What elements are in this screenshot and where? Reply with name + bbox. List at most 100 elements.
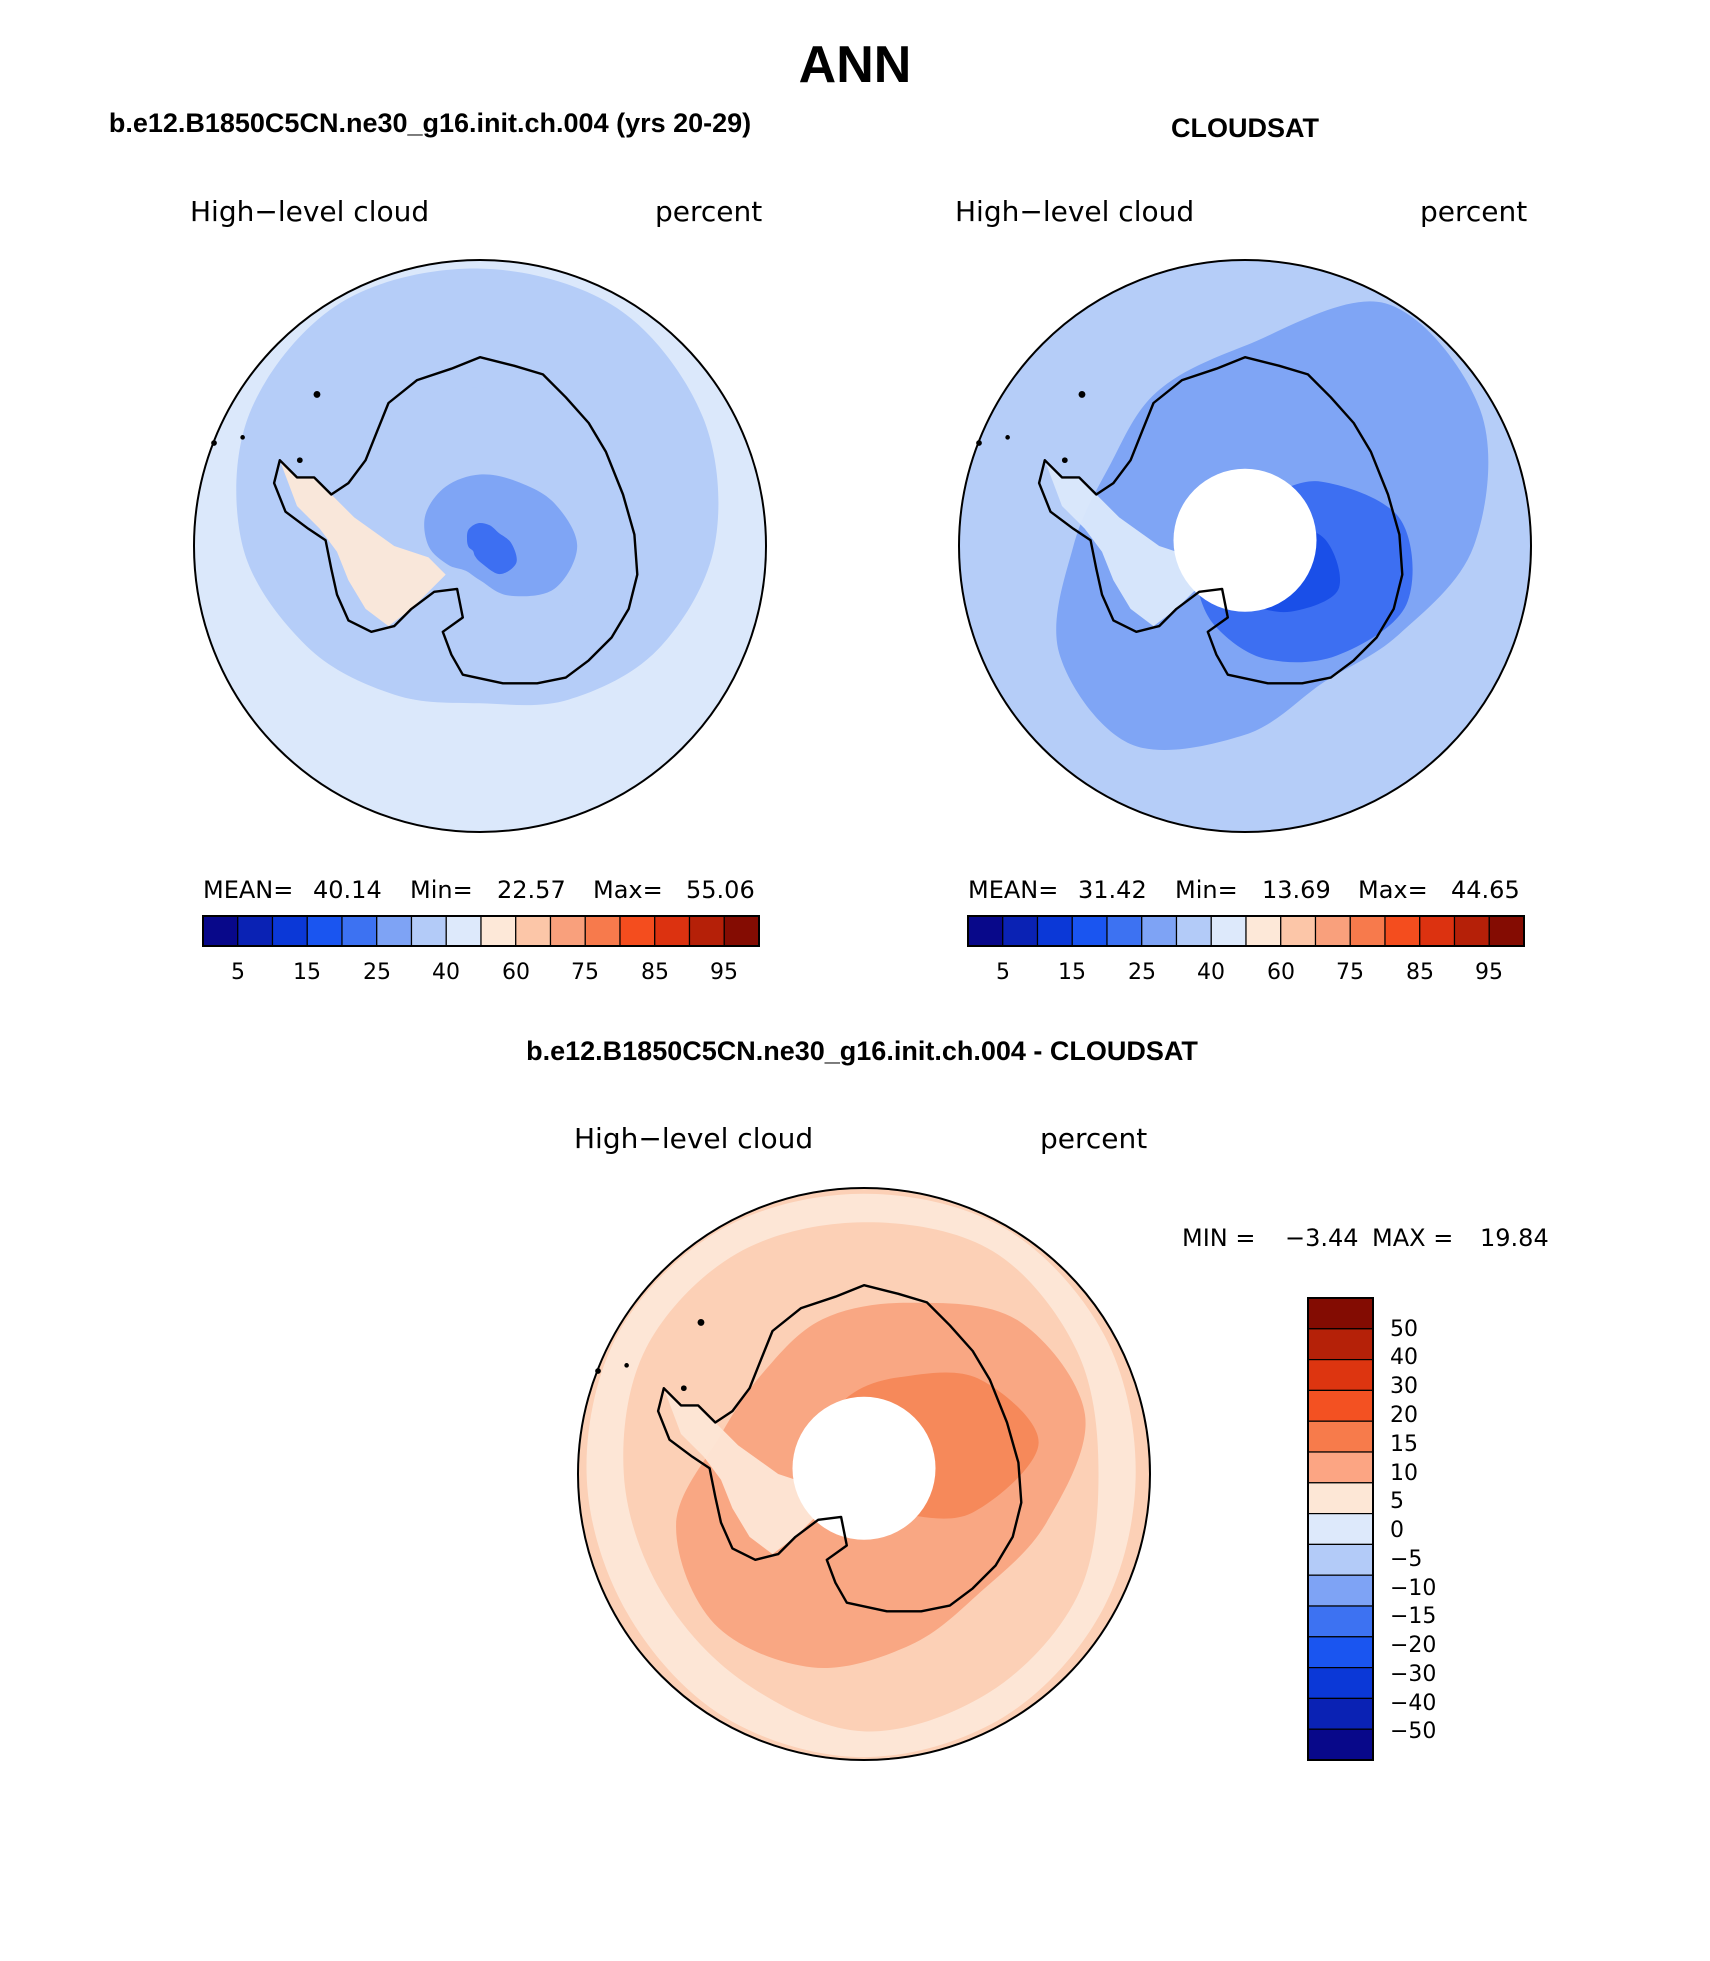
- colorbar-box: [1307, 1297, 1374, 1330]
- colorbar-box: [1002, 915, 1039, 947]
- page-title: ANN: [799, 36, 912, 94]
- panel-diff-variable-label: High−level cloud: [574, 1122, 813, 1155]
- panel-diff: b.e12.B1850C5CN.ne30_g16.init.ch.004 - C…: [526, 1036, 1549, 1761]
- map-fields: [959, 260, 1531, 832]
- cbar-tick-label: 40: [1197, 960, 1225, 985]
- colorbar-box: [1307, 1574, 1374, 1607]
- colorbar-frame: [967, 915, 1525, 947]
- min-value: 13.69: [1262, 876, 1331, 904]
- cbar-tick-label: 30: [1390, 1374, 1418, 1399]
- colorbar-box: [1488, 915, 1525, 947]
- cbar-tick-label: 95: [1475, 960, 1503, 985]
- map-fields: [578, 1188, 1150, 1760]
- colorbar-box: [1314, 915, 1351, 947]
- colorbar-box: [1307, 1420, 1374, 1453]
- colorbar-box: [1307, 1451, 1374, 1484]
- cbar-tick-label: −50: [1390, 1719, 1436, 1744]
- map-border: [193, 259, 767, 833]
- island-outline: [240, 435, 245, 440]
- cbar-tick-label: 15: [1390, 1432, 1418, 1457]
- colorbar-frame: [1307, 1297, 1374, 1761]
- mean-label: MEAN=: [968, 876, 1058, 904]
- cbar-tick-label: 25: [363, 960, 391, 985]
- contour-region: [466, 522, 517, 575]
- colorbar-box: [1106, 915, 1143, 947]
- panel-model-units-label: percent: [655, 195, 762, 228]
- panel-obs-colorbar-ticks: 5 15 25 40 60 75 85 95: [996, 960, 1503, 985]
- panel-diff-colorbar-ticks: 50 40 30 20 15 10 5 0 −5 −10 −15 −20 −30…: [1390, 1317, 1436, 1744]
- colorbar-box: [1141, 915, 1178, 947]
- colorbar-box: [1245, 915, 1282, 947]
- colorbar-box: [1307, 1728, 1374, 1761]
- mean-value: 31.42: [1078, 876, 1147, 904]
- peninsula-region: [1044, 460, 1211, 627]
- colorbar-box: [1307, 1605, 1374, 1638]
- colorbar-box: [967, 915, 1004, 947]
- cbar-tick-label: 85: [641, 960, 669, 985]
- cbar-tick-label: −40: [1390, 1691, 1436, 1716]
- map-fields: [194, 260, 766, 832]
- colorbar-box: [1210, 915, 1247, 947]
- cbar-tick-label: 50: [1390, 1317, 1418, 1342]
- colorbar-box: [1071, 915, 1108, 947]
- colorbar-box: [619, 915, 656, 947]
- colorbar-box: [271, 915, 308, 947]
- panel-model: b.e12.B1850C5CN.ne30_g16.init.ch.004 (yr…: [109, 108, 767, 985]
- max-label: MAX =: [1372, 1224, 1453, 1252]
- cbar-tick-label: 95: [710, 960, 738, 985]
- cbar-tick-label: 25: [1128, 960, 1156, 985]
- colorbar-box: [1384, 915, 1421, 947]
- island-outline: [313, 390, 321, 398]
- island-outline: [624, 1363, 629, 1368]
- colorbar-box: [1307, 1666, 1374, 1699]
- island-outline: [296, 457, 303, 464]
- cbar-tick-label: 75: [571, 960, 599, 985]
- antarctica-coastline: [1037, 356, 1404, 685]
- map-border: [577, 1187, 1151, 1761]
- cbar-tick-label: −30: [1390, 1662, 1436, 1687]
- colorbar-box: [1419, 915, 1456, 947]
- cbar-tick-label: 5: [996, 960, 1010, 985]
- panel-model-stats: MEAN= 40.14 Min= 22.57 Max= 55.06: [203, 876, 755, 904]
- panel-obs-variable-label: High−level cloud: [955, 195, 1194, 228]
- min-label: MIN =: [1182, 1224, 1255, 1252]
- panel-model-map: [193, 259, 767, 833]
- colorbar-box: [584, 915, 621, 947]
- cbar-tick-label: 5: [231, 960, 245, 985]
- colorbar-box: [1307, 1636, 1374, 1669]
- cbar-tick-label: 0: [1390, 1518, 1404, 1543]
- colorbar-box: [480, 915, 517, 947]
- colorbar-box: [445, 915, 482, 947]
- panel-diff-units-label: percent: [1040, 1122, 1147, 1155]
- missing-data-hole: [792, 1396, 936, 1540]
- peninsula-region: [279, 460, 446, 627]
- max-value: 19.84: [1480, 1224, 1549, 1252]
- cbar-tick-label: 40: [1390, 1345, 1418, 1370]
- colorbar-box: [237, 915, 274, 947]
- colorbar-box: [306, 915, 343, 947]
- panel-model-case-title: b.e12.B1850C5CN.ne30_g16.init.ch.004 (yr…: [109, 108, 751, 138]
- colorbar-box: [654, 915, 691, 947]
- peninsula-region: [663, 1388, 830, 1555]
- panel-diff-stats: MIN = −3.44 MAX = 19.84: [1182, 1224, 1549, 1252]
- max-label: Max=: [593, 876, 663, 904]
- cbar-tick-label: −15: [1390, 1604, 1436, 1629]
- mean-value: 40.14: [313, 876, 382, 904]
- colorbar-box: [376, 915, 413, 947]
- colorbar-box: [1307, 1543, 1374, 1576]
- island-outline: [697, 1318, 705, 1326]
- panel-obs: CLOUDSAT High−level cloud percent MEAN= …: [955, 113, 1532, 985]
- colorbar-box: [1307, 1328, 1374, 1361]
- panel-obs-stats: MEAN= 31.42 Min= 13.69 Max= 44.65: [968, 876, 1520, 904]
- max-label: Max=: [1358, 876, 1428, 904]
- colorbar-box: [1307, 1512, 1374, 1545]
- max-value: 55.06: [686, 876, 755, 904]
- panel-model-colorbar: [202, 915, 760, 947]
- colorbar-box: [410, 915, 447, 947]
- colorbar-box: [1175, 915, 1212, 947]
- island-outline: [1005, 435, 1010, 440]
- panel-obs-colorbar: [967, 915, 1525, 947]
- island-outline: [1061, 457, 1068, 464]
